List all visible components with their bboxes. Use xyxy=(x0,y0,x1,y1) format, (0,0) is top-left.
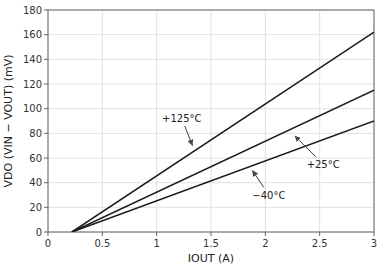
tick xyxy=(44,207,48,208)
plot-area xyxy=(48,10,374,232)
tick-label: 120 xyxy=(23,79,42,90)
annotations: +125°C +25°C −40°C xyxy=(162,113,340,200)
annotation-arrow xyxy=(252,170,264,187)
tick xyxy=(44,10,48,11)
tick-label: 60 xyxy=(29,153,42,164)
grid-line xyxy=(102,10,103,232)
tick xyxy=(374,232,375,236)
tick-label: 100 xyxy=(23,103,42,114)
annotation: +25°C xyxy=(307,159,340,170)
tick-label: 80 xyxy=(29,128,42,139)
annotation: −40°C xyxy=(252,190,285,201)
series-group xyxy=(72,32,374,232)
grid-line xyxy=(48,133,374,134)
annotation-arrow xyxy=(185,126,193,146)
line xyxy=(72,121,374,232)
tick-label: 0 xyxy=(36,227,42,238)
tick-label: 3 xyxy=(371,238,377,249)
tick xyxy=(44,158,48,159)
grid xyxy=(48,10,374,232)
grid-line xyxy=(211,10,212,232)
tick xyxy=(44,59,48,60)
tick xyxy=(265,232,266,236)
x-axis-label: IOUT (A) xyxy=(188,252,234,265)
tick xyxy=(44,84,48,85)
annotation-arrow xyxy=(295,136,316,157)
plot-frame xyxy=(48,10,374,232)
grid-line xyxy=(48,84,374,85)
tick-label: 140 xyxy=(23,54,42,65)
tick-label: 1 xyxy=(153,238,159,249)
grid-line xyxy=(48,108,374,109)
tick-label: 2.5 xyxy=(312,238,328,249)
tick xyxy=(211,232,212,236)
axes: 0 0.5 1 1.5 2 2.5 3 0 20 40 60 80 100 120 140 160 180 xyxy=(23,5,377,250)
grid-line xyxy=(48,34,374,35)
tick xyxy=(319,232,320,236)
tick xyxy=(44,133,48,134)
y-axis-label: VDO (VIN − VOUT) (mV) xyxy=(2,54,15,187)
tick-label: 180 xyxy=(23,5,42,16)
tick-label: 160 xyxy=(23,29,42,40)
tick-label: 0 xyxy=(45,238,51,249)
tick xyxy=(44,108,48,109)
tick-label: 2 xyxy=(262,238,268,249)
grid-line xyxy=(48,182,374,183)
chart: 0 0.5 1 1.5 2 2.5 3 0 20 40 60 80 100 120 140 160 180 IOU… xyxy=(0,0,386,270)
grid-line xyxy=(319,10,320,232)
line xyxy=(72,90,374,232)
tick xyxy=(156,232,157,236)
annotation: +125°C xyxy=(162,113,201,124)
tick xyxy=(44,232,48,233)
tick-label: 1.5 xyxy=(203,238,219,249)
tick-label: 20 xyxy=(29,202,42,213)
tick-label: 0.5 xyxy=(94,238,110,249)
tick xyxy=(44,182,48,183)
grid-line xyxy=(48,207,374,208)
grid-line xyxy=(48,59,374,60)
tick xyxy=(44,34,48,35)
tick xyxy=(102,232,103,236)
tick xyxy=(48,232,49,236)
grid-line xyxy=(156,10,157,232)
line xyxy=(72,32,374,232)
tick-label: 40 xyxy=(29,177,42,188)
